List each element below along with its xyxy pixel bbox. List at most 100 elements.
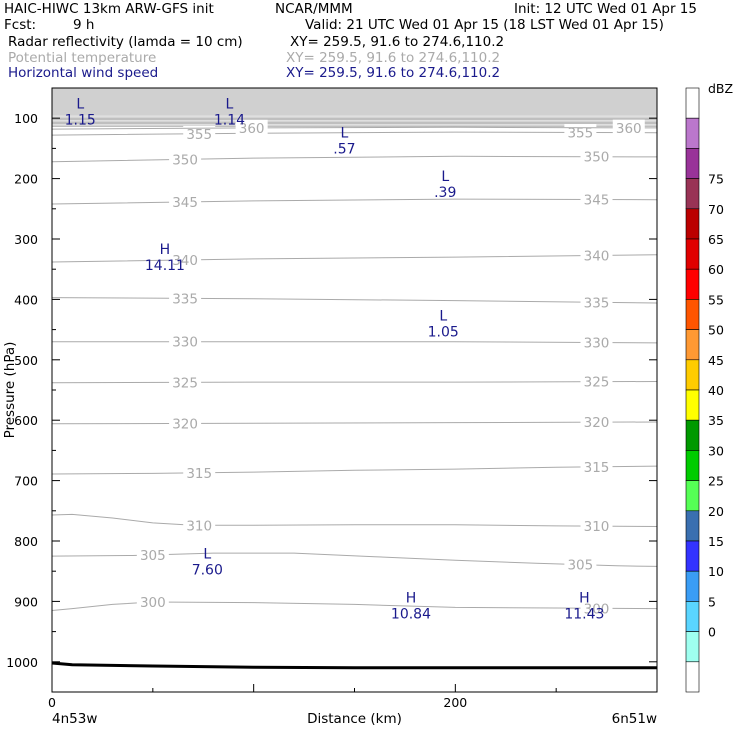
- colorbar-level-label: 75: [708, 172, 724, 187]
- theta-label: 360: [239, 121, 265, 137]
- wind-extremum-value: .57: [333, 141, 355, 157]
- theta-label-bg: [169, 251, 202, 267]
- theta-contour-345: [52, 198, 657, 205]
- colorbar-swatch: [685, 480, 700, 512]
- colorbar-swatch: [685, 631, 700, 663]
- theta-label-bg: [169, 290, 202, 306]
- theta-label: 315: [584, 460, 610, 476]
- upper-contour-band: [52, 88, 657, 116]
- wind-extremum-value: 14.11: [145, 258, 185, 274]
- theta-label: 310: [186, 518, 212, 534]
- field-radar-name: Radar reflectivity (lamda = 10 cm): [8, 34, 243, 50]
- wind-extremum-value: 1.14: [214, 112, 245, 128]
- colorbar-swatch: [685, 570, 700, 602]
- colorbar-level-label: 20: [708, 504, 724, 519]
- y-tick-label: 800: [14, 534, 38, 549]
- theta-label: 345: [172, 195, 198, 211]
- model-title: HAIC-HIWC 13km ARW-GFS init: [4, 1, 214, 17]
- colorbar-level-label: 15: [708, 534, 724, 549]
- field-wind-name: Horizontal wind speed: [8, 65, 159, 81]
- theta-label-bg: [136, 546, 169, 562]
- wind-extremum-value: .39: [434, 185, 456, 201]
- colorbar-swatch: [685, 661, 700, 693]
- theta-label: 360: [616, 121, 642, 137]
- theta-label: 330: [172, 335, 198, 351]
- colorbar-swatch: [685, 148, 700, 179]
- colorbar-swatch: [685, 208, 700, 240]
- field-radar-xy: XY= 259.5, 91.6 to 274.6,110.2: [290, 34, 505, 50]
- theta-label-bg: [580, 334, 613, 350]
- theta-contour-325: [52, 381, 657, 384]
- theta-contour-315: [52, 465, 657, 475]
- x-tick-label: 200: [443, 695, 467, 710]
- theta-contour-355: [52, 131, 657, 136]
- theta-label-bg: [580, 148, 613, 164]
- theta-label-bg: [580, 294, 613, 310]
- y-tick-label: 200: [14, 172, 38, 187]
- theta-contour-340: [52, 254, 657, 263]
- theta-label-bg: [580, 518, 613, 534]
- theta-label: 305: [140, 548, 166, 564]
- theta-label: 355: [567, 125, 593, 141]
- theta-label-bg: [169, 333, 202, 349]
- theta-label-bg: [564, 124, 597, 140]
- wind-extremum-marker: L: [441, 169, 449, 185]
- field-theta-name: Potential temperature: [8, 50, 157, 66]
- theta-label-bg: [580, 458, 613, 474]
- y-tick-label: 500: [14, 353, 38, 368]
- colorbar-level-label: 45: [708, 353, 724, 368]
- y-tick-label: 1000: [6, 655, 38, 670]
- theta-contour-320: [52, 421, 657, 425]
- y-tick-label: 600: [14, 413, 38, 428]
- colorbar-level-label: 70: [708, 202, 724, 217]
- colorbar-level-label: 65: [708, 232, 724, 247]
- colorbar-level-label: 0: [708, 625, 716, 640]
- wind-extremum-marker: L: [76, 96, 84, 112]
- theta-label: 355: [186, 127, 212, 143]
- y-tick-label: 700: [14, 474, 38, 489]
- theta-label: 340: [172, 253, 198, 269]
- colorbar-swatch: [685, 299, 700, 330]
- theta-label-bg: [183, 464, 216, 480]
- colorbar-level-label: 25: [708, 474, 724, 489]
- wind-extremum-value: 11.43: [564, 606, 604, 622]
- fcst-value: 9 h: [73, 17, 95, 33]
- wind-extremum-value: 1.15: [65, 112, 96, 128]
- colorbar-swatch: [685, 238, 700, 270]
- x-end-label-left: 4n53w: [52, 711, 97, 727]
- theta-label: 335: [172, 291, 198, 307]
- colorbar-swatch: [685, 389, 700, 421]
- y-tick-label: 900: [14, 594, 38, 609]
- theta-label-bg: [235, 119, 268, 135]
- theta-label-bg: [183, 125, 216, 141]
- x-end-label-right: 6n51w: [612, 711, 657, 727]
- wind-extremum-marker: L: [439, 308, 447, 324]
- theta-label-bg: [564, 556, 597, 572]
- wind-extremum-value: 10.84: [391, 606, 431, 622]
- wind-extremum-marker: L: [341, 125, 349, 141]
- theta-label-bg: [136, 594, 169, 610]
- wind-extremum-marker: H: [406, 590, 417, 606]
- theta-label: 300: [584, 601, 610, 617]
- theta-label-bg: [169, 151, 202, 167]
- colorbar-swatch: [685, 450, 700, 481]
- colorbar-level-label: 40: [708, 383, 724, 398]
- colorbar-swatch: [685, 117, 700, 149]
- theta-label: 310: [584, 519, 610, 535]
- colorbar-swatch: [685, 329, 700, 361]
- theta-label-bg: [580, 247, 613, 263]
- colorbar-swatch: [685, 359, 700, 391]
- x-tick-label: 0: [48, 695, 56, 710]
- theta-label: 320: [172, 416, 198, 432]
- colorbar-level-label: 30: [708, 443, 724, 458]
- theta-label: 335: [584, 295, 610, 311]
- theta-contour-360: [52, 126, 657, 130]
- colorbar-level-label: 60: [708, 262, 724, 277]
- wind-extremum-marker: L: [203, 546, 211, 562]
- colorbar-swatch: [685, 268, 700, 300]
- theta-label-bg: [612, 119, 645, 135]
- wind-extremum-value: 7.60: [192, 562, 223, 578]
- y-tick-label: 100: [14, 111, 38, 126]
- init-time: Init: 12 UTC Wed 01 Apr 15: [514, 1, 697, 17]
